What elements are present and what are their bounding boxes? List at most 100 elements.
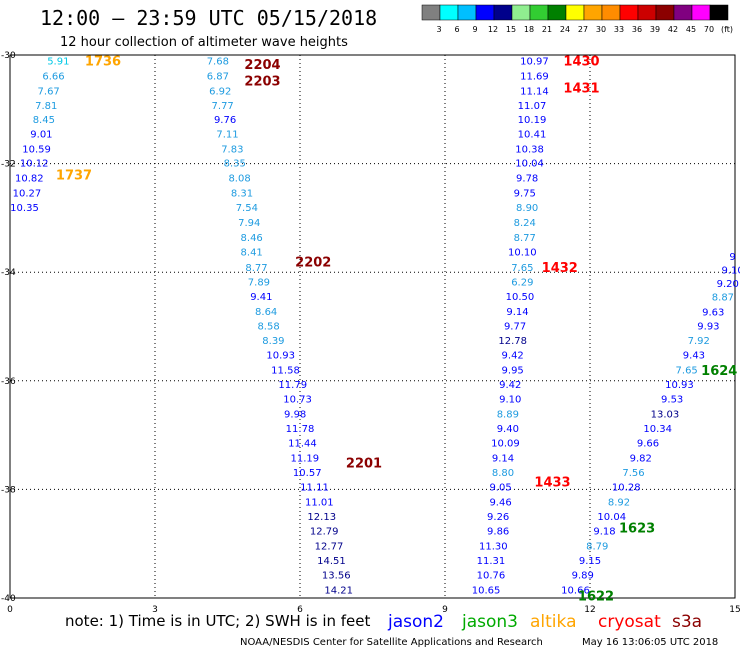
wave-height-value: 10.27 <box>13 188 42 199</box>
footer-timestamp: May 16 13:06:05 UTC 2018 <box>582 637 718 648</box>
wave-height-value: 8.46 <box>241 233 263 244</box>
color-swatch <box>637 4 657 21</box>
wave-height-value: 7.56 <box>622 468 644 479</box>
satellite-legend-entry: cryosat <box>598 612 661 632</box>
wave-height-value: 8.45 <box>33 115 55 126</box>
y-tick-label: -34 <box>1 268 16 278</box>
x-tick-label: 15 <box>729 605 740 615</box>
pass-id-label: 1433 <box>534 475 570 490</box>
wave-height-value: 7.94 <box>238 218 260 229</box>
pass-id-label: 1736 <box>85 54 121 69</box>
satellite-legend-entry: jason3 <box>461 612 518 632</box>
color-scale-label: 9 <box>472 25 477 34</box>
wave-height-value: 6.29 <box>511 277 533 288</box>
color-scale-label: 27 <box>578 25 588 34</box>
wave-height-value: 11.01 <box>305 497 334 508</box>
wave-height-value: 7.11 <box>216 130 238 141</box>
x-tick-label: 12 <box>584 605 595 615</box>
pass-id-label: 1623 <box>619 521 655 536</box>
wave-height-value: 8.39 <box>262 336 284 347</box>
x-tick-label: 6 <box>297 605 303 615</box>
color-scale-label: 15 <box>506 25 516 34</box>
wave-height-value: 9.98 <box>284 409 306 420</box>
wave-height-value: 10.04 <box>515 159 544 170</box>
wave-height-value: 10.34 <box>643 424 672 435</box>
wave-height-value: 8.87 <box>712 293 734 304</box>
satellite-legend-entry: altika <box>530 612 577 632</box>
y-tick-label: -40 <box>1 594 16 604</box>
color-swatch <box>511 4 531 21</box>
color-swatch <box>655 4 675 21</box>
wave-height-value: 9.42 <box>502 351 524 362</box>
wave-height-value: 8.77 <box>514 233 536 244</box>
wave-height-value: 7.67 <box>38 86 60 97</box>
y-tick-label: -30 <box>1 51 16 61</box>
color-scale-label: 21 <box>542 25 552 34</box>
wave-height-value: 10.73 <box>283 395 312 406</box>
wave-height-value: 9.89 <box>572 571 594 582</box>
wave-height-value: 11.31 <box>477 556 506 567</box>
x-tick-label: 9 <box>442 605 448 615</box>
wave-height-value: 11.44 <box>288 439 317 450</box>
wave-height-value: 10.35 <box>10 203 39 214</box>
satellite-legend: jason2 jason3 altika cryosat s3a <box>387 612 702 632</box>
color-swatch <box>673 4 693 21</box>
wave-height-value: 11.30 <box>479 541 508 552</box>
wave-height-value: 8.79 <box>586 541 608 552</box>
wave-height-value: 8.31 <box>231 188 253 199</box>
color-swatch <box>565 4 585 21</box>
wave-height-value: 12.13 <box>307 512 336 523</box>
color-scale-label: 70 <box>704 25 714 34</box>
wave-height-value: 9.63 <box>702 307 724 318</box>
wave-height-values: 5.91 6.66 7.67 7.81 8.45 9.01 10.59 10.12 10.82 1… <box>10 56 740 596</box>
wave-height-value: 8.41 <box>241 248 263 259</box>
color-scale-label: 45 <box>686 25 696 34</box>
wave-height-value: 9.77 <box>504 321 526 332</box>
plot-area: -30 -32 -34 -36 -38 -40 0 3 6 9 12 15 5.91 6.66 7.67… <box>1 51 740 615</box>
color-swatch <box>709 4 729 21</box>
wave-height-value: 10.66 <box>561 585 590 596</box>
color-scale-label: 36 <box>632 25 642 34</box>
color-swatch <box>583 4 603 21</box>
color-swatch <box>691 4 711 21</box>
color-swatch <box>547 4 567 21</box>
color-scale-bar: 3 6 9 12 15 18 21 24 27 30 33 36 39 42 45 70 (ft) <box>421 4 733 34</box>
wave-height-value: 9.01 <box>30 130 52 141</box>
wave-height-value: 11.79 <box>278 380 307 391</box>
color-scale-label: 30 <box>596 25 606 34</box>
wave-height-value: 12.78 <box>498 336 527 347</box>
color-swatch <box>421 4 441 21</box>
color-scale-label: 6 <box>454 25 459 34</box>
wave-height-value: 13.03 <box>651 409 680 420</box>
wave-height-value: 9.86 <box>487 527 509 538</box>
satellite-legend-entry: jason2 <box>387 612 444 632</box>
color-swatch <box>619 4 639 21</box>
wave-height-value: 11.69 <box>520 72 549 83</box>
wave-height-value: 9.53 <box>661 395 683 406</box>
pass-id-label: 1624 <box>701 364 737 379</box>
wave-height-value: 11.14 <box>520 86 549 97</box>
wave-height-value: 8.92 <box>608 497 630 508</box>
pass-id-label: 1430 <box>563 54 599 69</box>
wave-height-value: 6.87 <box>207 72 229 83</box>
wave-height-value: 8.35 <box>224 159 246 170</box>
pass-id-label: 2204 <box>244 58 280 73</box>
wave-height-value: 10.93 <box>266 351 295 362</box>
color-scale-label: 18 <box>524 25 534 34</box>
x-tick-labels: 0 3 6 9 12 15 <box>7 605 740 615</box>
wave-height-value: 12.79 <box>310 527 339 538</box>
legend-note: note: 1) Time is in UTC; 2) SWH is in fe… <box>65 612 371 630</box>
footer-credit: NOAA/NESDIS Center for Satellite Applica… <box>240 637 543 648</box>
color-scale-label: (ft) <box>721 25 733 34</box>
y-tick-label: -38 <box>1 485 16 495</box>
plot-frame <box>9 54 736 599</box>
pass-id-label: 2202 <box>295 255 331 270</box>
wave-height-value: 11.07 <box>518 101 547 112</box>
color-swatch <box>457 4 477 21</box>
wave-height-value: 7.92 <box>688 336 710 347</box>
wave-height-value: 9 <box>729 252 735 263</box>
wave-height-value: 7.65 <box>676 365 698 376</box>
pass-id-label: 1737 <box>56 168 92 183</box>
color-swatch <box>475 4 495 21</box>
